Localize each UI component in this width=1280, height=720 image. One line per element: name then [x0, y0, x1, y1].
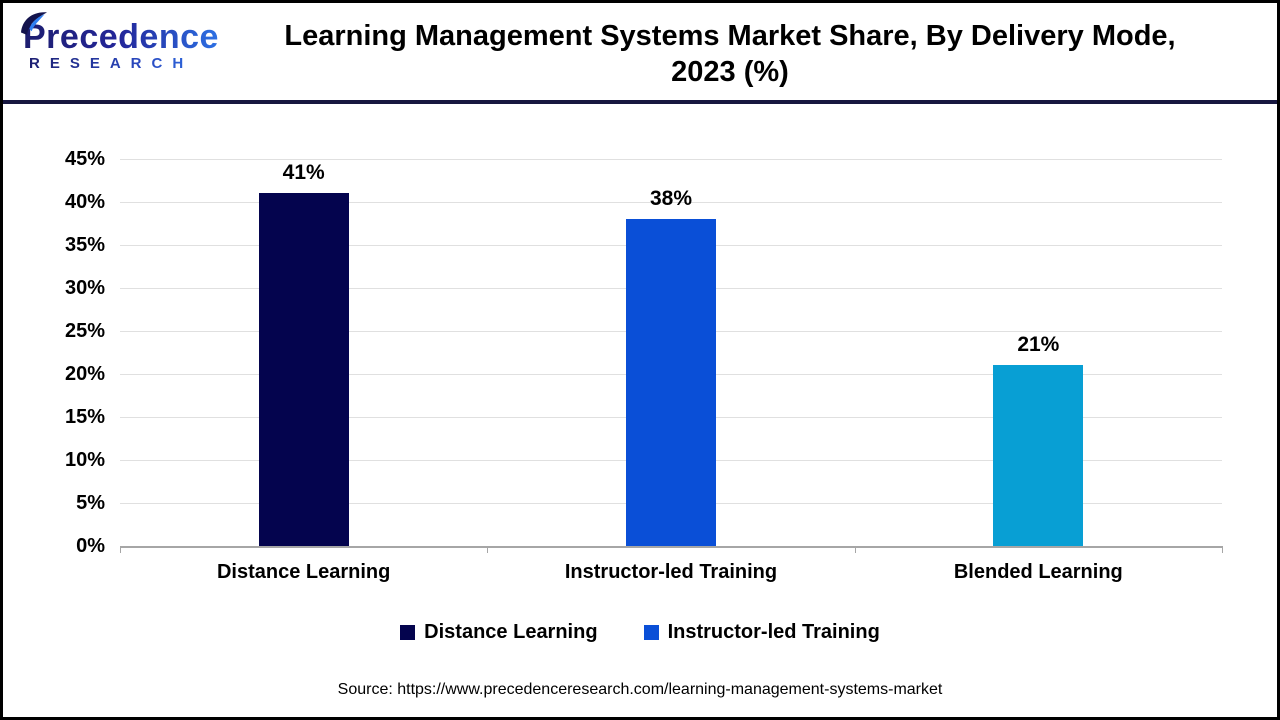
legend-item-instructor-led-training: Instructor-led Training — [643, 621, 880, 644]
logo-subtitle: RESEARCH — [23, 55, 238, 73]
bar-distance-learning — [258, 193, 349, 546]
precedence-research-logo: Precedence RESEARCH — [21, 12, 238, 73]
x-axis-tick — [854, 546, 856, 553]
bar-value-label-distance-learning: 41% — [282, 161, 325, 185]
y-tick-label-35: 35% — [64, 234, 105, 256]
legend-swatch-icon — [400, 625, 416, 640]
y-tick-label-15: 15% — [64, 406, 105, 428]
y-tick-label-25: 25% — [64, 320, 105, 342]
legend-label: Distance Learning — [424, 621, 598, 643]
x-category-label-instructor-led-training: Instructor-led Training — [564, 561, 778, 583]
y-tick-label-0: 0% — [76, 535, 105, 557]
x-category-label-blended-learning: Blended Learning — [953, 561, 1123, 583]
gridline-40 — [120, 202, 1222, 203]
bar-value-label-blended-learning: 21% — [1017, 333, 1060, 357]
x-axis-tick — [1222, 546, 1223, 553]
y-tick-label-10: 10% — [64, 449, 105, 471]
chart-title-line-2: 2023 (%) — [671, 56, 789, 88]
bar-value-label-instructor-led-training: 38% — [649, 187, 693, 211]
source-attribution: Source: https://www.precedenceresearch.c… — [337, 681, 943, 698]
bar-chart-plot-area: 0% 5% 10% 15% 20% 25% 30% 35% 40% 45% 41% Distance … — [3, 3, 1277, 717]
chart-title-line-1: Learning Management Systems Market Share… — [284, 20, 1176, 52]
legend-label: Instructor-led Training — [667, 621, 880, 643]
header: Precedence RESEARCH Learning Management … — [3, 3, 1277, 104]
chart-title: Learning Management Systems Market Share… — [3, 3, 1277, 100]
bar-instructor-led-training — [626, 219, 716, 546]
y-tick-label-40: 40% — [64, 191, 105, 213]
chart-legend: Distance Learning Instructor-led Training — [3, 621, 1277, 644]
x-axis-tick — [487, 546, 489, 553]
gridline-45 — [120, 159, 1222, 160]
y-tick-label-45: 45% — [64, 148, 105, 170]
x-category-label-distance-learning: Distance Learning — [216, 561, 391, 583]
legend-item-distance-learning: Distance Learning — [400, 621, 598, 644]
x-axis-tick — [120, 546, 121, 553]
y-tick-label-20: 20% — [64, 363, 105, 385]
y-tick-label-5: 5% — [76, 492, 105, 514]
y-tick-label-30: 30% — [64, 277, 105, 299]
leaf-icon — [21, 12, 47, 35]
legend-swatch-icon — [643, 625, 659, 640]
x-axis-line — [120, 546, 1222, 548]
bar-blended-learning — [993, 365, 1084, 546]
logo-wordmark: Precedence — [23, 19, 238, 55]
